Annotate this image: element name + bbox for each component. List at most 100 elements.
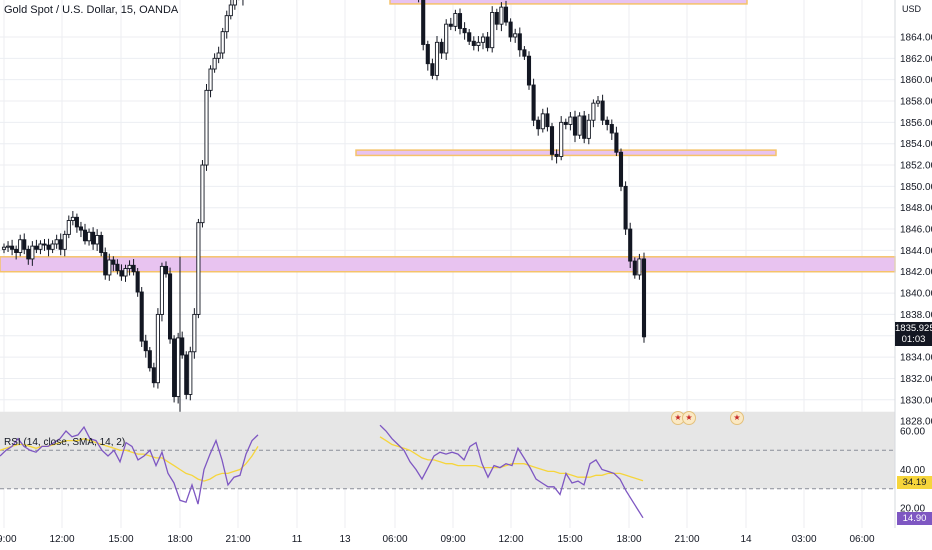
bull-candle — [453, 13, 458, 27]
time-tick-label: 18:00 — [616, 534, 641, 545]
bear-candle — [46, 244, 51, 250]
bull-candle — [434, 41, 440, 76]
price-tick-label: 1828.000 — [900, 417, 932, 428]
price-tick-label: 1844.000 — [900, 246, 932, 257]
bear-candle — [143, 340, 148, 352]
bull-candle — [66, 220, 71, 235]
price-tick-label: 1838.000 — [900, 310, 932, 321]
bear-candle — [58, 239, 63, 250]
bear-candle — [22, 239, 27, 250]
bull-candle — [95, 235, 100, 245]
rsi-indicator-label[interactable]: RSI (14, close, SMA, 14, 2) — [4, 437, 126, 448]
bull-candle — [5, 245, 11, 248]
bear-candle — [99, 235, 104, 253]
bear-candle — [111, 259, 116, 265]
bull-candle — [159, 265, 165, 315]
bull-candle — [476, 41, 481, 46]
bull-candle — [38, 243, 43, 250]
bull-candle — [637, 258, 642, 276]
price-tick-label: 1832.000 — [900, 374, 932, 385]
time-tick-label: 11 — [292, 534, 303, 545]
bear-candle — [147, 350, 152, 369]
bull-candle — [155, 313, 160, 384]
time-tick-label: 21:00 — [674, 534, 699, 545]
time-tick-label: 14 — [740, 534, 752, 545]
bear-candle — [91, 231, 96, 245]
bear-candle — [448, 23, 453, 27]
bear-candle — [184, 354, 189, 395]
bear-candle — [457, 13, 463, 29]
bear-candle — [536, 119, 541, 130]
bear-candle — [609, 124, 614, 134]
economic-event-flag-icon[interactable]: ★ — [682, 411, 696, 425]
bull-candle — [216, 52, 221, 59]
time-tick-label: 09:00 — [440, 534, 465, 545]
price-tick-label: 1846.000 — [900, 225, 932, 236]
bear-candle — [115, 263, 120, 272]
bear-candle — [163, 265, 169, 275]
bear-candle — [42, 243, 47, 246]
bear-candle — [554, 153, 559, 157]
price-tick-label: 1864.000 — [900, 33, 932, 44]
bear-candle — [549, 126, 555, 155]
price-tick-label: 1834.000 — [900, 353, 932, 364]
economic-event-flag-icon[interactable]: ★ — [730, 411, 744, 425]
time-tick-label: 15:00 — [108, 534, 133, 545]
time-axis: 09:00 12:00 15:00 18:00 21:00 11 13 06:00 09:00 1… — [0, 534, 875, 545]
bear-candle — [26, 248, 31, 260]
bear-candle — [14, 248, 19, 253]
bull-candle — [568, 116, 573, 125]
bear-candle — [628, 228, 633, 262]
bear-candle — [600, 100, 605, 121]
bear-candle — [172, 338, 177, 398]
price-tick-label: 1856.000 — [900, 118, 932, 129]
bear-candle — [563, 121, 568, 125]
candlestick-series — [1, 0, 647, 428]
bull-candle — [123, 268, 128, 277]
bear-candle — [467, 32, 472, 42]
bull-candle — [480, 36, 486, 43]
price-tick-label: 1830.000 — [900, 395, 932, 406]
bull-candle — [188, 351, 193, 395]
bear-candle — [614, 132, 619, 153]
rsi-tick-label: 40.00 — [900, 465, 925, 476]
bear-candle — [74, 216, 79, 228]
bear-candle — [139, 291, 144, 342]
rsi-line — [379, 424, 644, 519]
bear-candle — [167, 273, 173, 340]
price-tick-label: 1848.000 — [900, 203, 932, 214]
bear-candle — [439, 41, 444, 54]
bull-candle — [595, 100, 601, 104]
bear-candle — [531, 84, 536, 121]
bull-candle — [62, 233, 67, 250]
time-tick-label: 06:00 — [382, 534, 407, 545]
bear-candle — [462, 28, 467, 34]
time-tick-label: 12:00 — [49, 534, 74, 545]
bull-candle — [18, 239, 23, 253]
bear-candle — [135, 271, 140, 293]
bull-candle — [513, 33, 518, 38]
bull-candle — [444, 23, 449, 54]
rsi-pane: 60.00 40.00 20.00 — [0, 411, 925, 519]
bear-candle — [425, 44, 430, 65]
bear-candle — [508, 21, 513, 38]
bull-candle — [212, 57, 217, 70]
bear-candle — [632, 260, 637, 276]
bear-candle — [119, 270, 124, 277]
bear-candle — [180, 337, 185, 356]
last-price-tag: 1835.925 01:03 — [895, 322, 932, 346]
bear-candle — [151, 367, 156, 384]
bull-candle — [208, 68, 213, 91]
bear-candle — [471, 40, 476, 46]
bull-candle — [30, 245, 35, 260]
bull-candle — [540, 113, 545, 130]
bull-candle — [200, 164, 205, 224]
bear-candle — [131, 264, 136, 273]
bull-candle — [228, 4, 233, 17]
rsi-tick-label: 20.00 — [900, 504, 925, 515]
bull-candle — [70, 216, 75, 221]
bull-candle — [1, 246, 7, 250]
bull-candle — [499, 6, 504, 25]
bull-candle — [204, 89, 209, 166]
